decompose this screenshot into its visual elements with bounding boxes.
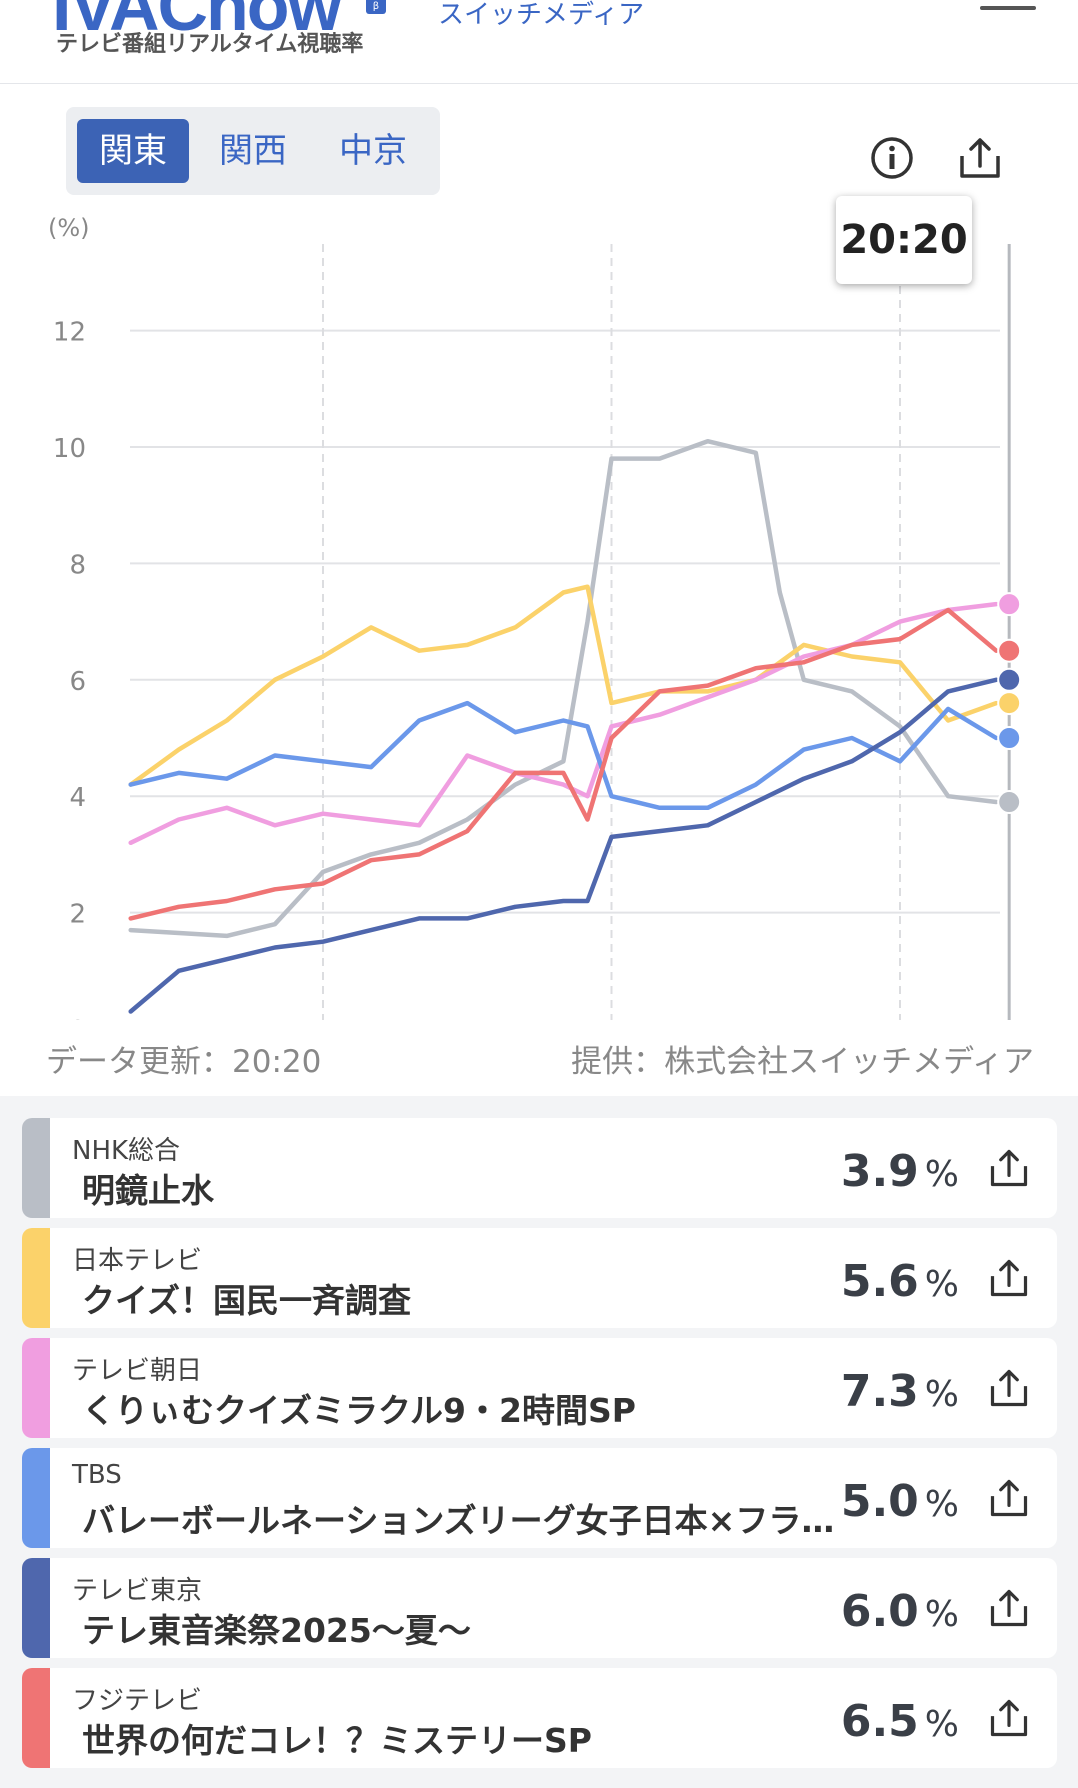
y-tick-label: 4 xyxy=(69,783,86,813)
rating-value: 5.0% xyxy=(840,1476,959,1527)
share-icon[interactable] xyxy=(956,134,1004,182)
program-list: NHK総合 明鏡止水 3.9% 日本テレビ クイズ！国民一斉調査 5.6% テレ… xyxy=(0,1096,1078,1788)
series-line-日本テレビ xyxy=(128,584,999,787)
share-icon[interactable] xyxy=(987,1366,1031,1410)
region-tab-kanto[interactable]: 関東 xyxy=(77,119,189,183)
station-color-bar xyxy=(22,1448,50,1548)
share-icon[interactable] xyxy=(987,1586,1031,1630)
series-line-TBS xyxy=(128,700,999,811)
station-color-bar xyxy=(22,1338,50,1438)
data-provider-label: 提供：株式会社スイッチメディア xyxy=(571,1044,1034,1080)
y-tick-label: 12 xyxy=(53,318,86,348)
station-name: テレビ東京 xyxy=(72,1576,203,1606)
program-title: くりぃむクイズミラクル9・2時間SP xyxy=(82,1391,636,1430)
program-card-nhk[interactable]: NHK総合 明鏡止水 3.9% xyxy=(22,1118,1057,1218)
share-icon[interactable] xyxy=(987,1146,1031,1190)
series-line-テレビ朝日 xyxy=(128,601,999,846)
program-card-tv-tokyo[interactable]: テレビ東京 テレ東音楽祭2025〜夏〜 6.0% xyxy=(22,1558,1057,1658)
share-icon[interactable] xyxy=(987,1256,1031,1300)
program-title: クイズ！国民一斉調査 xyxy=(82,1281,412,1320)
station-color-bar xyxy=(22,1228,50,1328)
station-color-bar xyxy=(22,1558,50,1658)
data-updated-label: データ更新：20:20 xyxy=(46,1044,322,1080)
series-end-point xyxy=(997,726,1022,750)
series-end-point xyxy=(997,592,1022,617)
region-tab-chukyo[interactable]: 中京 xyxy=(339,131,407,171)
y-axis-unit: (%) xyxy=(48,214,90,242)
program-title: バレーボールネーションズリーグ女子日本×フランス xyxy=(82,1501,862,1540)
rating-value: 7.3% xyxy=(840,1366,959,1417)
rating-value: 6.0% xyxy=(840,1586,959,1637)
region-selector: 関東 関西 中京 xyxy=(66,107,440,195)
program-card-tbs[interactable]: TBS バレーボールネーションズリーグ女子日本×フランス 5.0% xyxy=(22,1448,1057,1548)
beta-badge: β xyxy=(366,0,386,14)
series-line-フジテレビ xyxy=(128,607,999,921)
series-line-NHK総合 xyxy=(128,438,999,939)
hamburger-menu-icon[interactable] xyxy=(980,0,1036,18)
program-card-fuji-tv[interactable]: フジテレビ 世界の何だコレ！？ミステリーSP 6.5% xyxy=(22,1668,1057,1768)
app-logo[interactable]: IVAChow xyxy=(52,0,342,45)
station-name: 日本テレビ xyxy=(72,1246,203,1276)
station-color-bar xyxy=(22,1118,50,1218)
y-tick-label: 2 xyxy=(69,900,86,930)
series-line-テレビ東京 xyxy=(128,677,999,1014)
y-tick-label: 8 xyxy=(69,550,86,580)
program-title: 世界の何だコレ！？ミステリーSP xyxy=(82,1721,592,1760)
series-end-point xyxy=(997,691,1022,716)
app-header: IVAChow β テレビ番組リアルタイム視聴率 スイッチメディア xyxy=(0,0,1078,84)
brand-name[interactable]: スイッチメディア xyxy=(438,0,645,30)
y-tick-label: 10 xyxy=(53,434,86,464)
station-name: NHK総合 xyxy=(72,1136,181,1166)
share-icon[interactable] xyxy=(987,1476,1031,1520)
y-tick-label: 6 xyxy=(69,667,86,697)
series-end-point xyxy=(997,790,1022,815)
cursor-time-tooltip: 20:20 xyxy=(836,196,972,284)
series-end-point xyxy=(997,638,1022,663)
ratings-line-chart[interactable]: 024681012(%)18:0019:0020:00 xyxy=(0,200,1078,1020)
rating-value: 6.5% xyxy=(840,1696,959,1747)
region-tab-kansai[interactable]: 関西 xyxy=(219,131,287,171)
station-name: TBS xyxy=(72,1460,122,1490)
station-name: フジテレビ xyxy=(72,1686,203,1716)
station-name: テレビ朝日 xyxy=(72,1356,203,1386)
program-card-ntv[interactable]: 日本テレビ クイズ！国民一斉調査 5.6% xyxy=(22,1228,1057,1328)
rating-value: 5.6% xyxy=(840,1256,959,1307)
y-tick-label: 0 xyxy=(69,1016,86,1020)
program-title: テレ東音楽祭2025〜夏〜 xyxy=(82,1611,471,1650)
app-subtitle: テレビ番組リアルタイム視聴率 xyxy=(56,32,364,57)
info-icon[interactable] xyxy=(868,134,916,182)
program-card-tv-asahi[interactable]: テレビ朝日 くりぃむクイズミラクル9・2時間SP 7.3% xyxy=(22,1338,1057,1438)
station-color-bar xyxy=(22,1668,50,1768)
program-title: 明鏡止水 xyxy=(82,1171,214,1210)
rating-value: 3.9% xyxy=(840,1146,959,1197)
share-icon[interactable] xyxy=(987,1696,1031,1740)
series-end-point xyxy=(997,667,1022,692)
